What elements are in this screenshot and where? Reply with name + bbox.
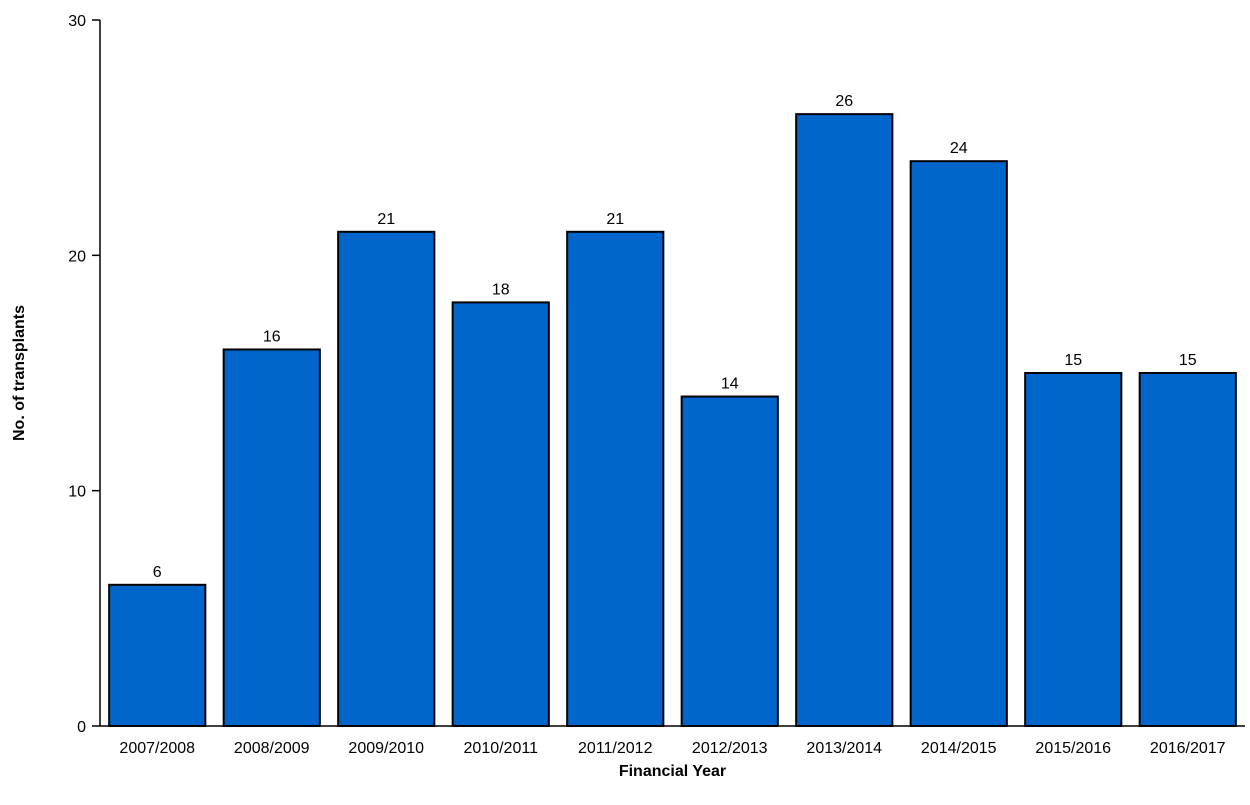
data-label-2016/2017: 15	[1179, 352, 1197, 369]
data-label-2008/2009: 16	[263, 328, 281, 345]
bar-2007/2008	[108, 583, 207, 727]
y-tick-label-30: 30	[68, 13, 86, 30]
y-tick-label-20: 20	[68, 248, 86, 265]
x-tick-label-2014/2015: 2014/2015	[921, 740, 997, 757]
bar-2015/2016	[1024, 372, 1123, 727]
bar-2014/2015	[909, 160, 1008, 727]
data-label-2013/2014: 26	[835, 93, 853, 110]
bar-2013/2014	[795, 113, 894, 727]
x-tick-label-2015/2016: 2015/2016	[1035, 740, 1111, 757]
bar-2009/2010	[337, 230, 436, 728]
data-label-2007/2008: 6	[153, 564, 162, 581]
bar-2010/2011	[451, 301, 550, 727]
y-tick-label-10: 10	[68, 484, 86, 501]
x-tick-label-2012/2013: 2012/2013	[692, 740, 768, 757]
data-label-2015/2016: 15	[1064, 352, 1082, 369]
y-axis: 0 10 20 30	[68, 13, 101, 736]
data-label-2014/2015: 24	[950, 140, 968, 157]
x-tick-label-2013/2014: 2013/2014	[806, 740, 882, 757]
x-tick-label-2008/2009: 2008/2009	[234, 740, 310, 757]
data-label-2010/2011: 18	[492, 281, 510, 298]
x-tick-label-2016/2017: 2016/2017	[1150, 740, 1226, 757]
bar-2016/2017	[1138, 372, 1237, 727]
bar-2008/2009	[222, 348, 321, 727]
data-label-2011/2012: 21	[606, 211, 624, 228]
y-axis-title: No. of transplants	[11, 305, 28, 441]
x-tick-label-2007/2008: 2007/2008	[119, 740, 195, 757]
data-labels-group: 6 16 21 18 21 14 26 24 15 15	[153, 93, 1197, 581]
bar-2012/2013	[680, 395, 779, 727]
x-axis-title: Financial Year	[619, 763, 726, 780]
x-axis: 2007/2008 2008/2009 2009/2010 2010/2011 2011…	[100, 725, 1245, 757]
y-tick-label-0: 0	[77, 719, 86, 736]
data-label-2009/2010: 21	[377, 211, 395, 228]
bars-group	[108, 113, 1237, 728]
bar-2011/2012	[566, 230, 665, 728]
data-label-2012/2013: 14	[721, 376, 739, 393]
x-tick-label-2011/2012: 2011/2012	[578, 740, 653, 757]
x-tick-label-2009/2010: 2009/2010	[348, 740, 424, 757]
x-tick-label-2010/2011: 2010/2011	[464, 740, 539, 757]
